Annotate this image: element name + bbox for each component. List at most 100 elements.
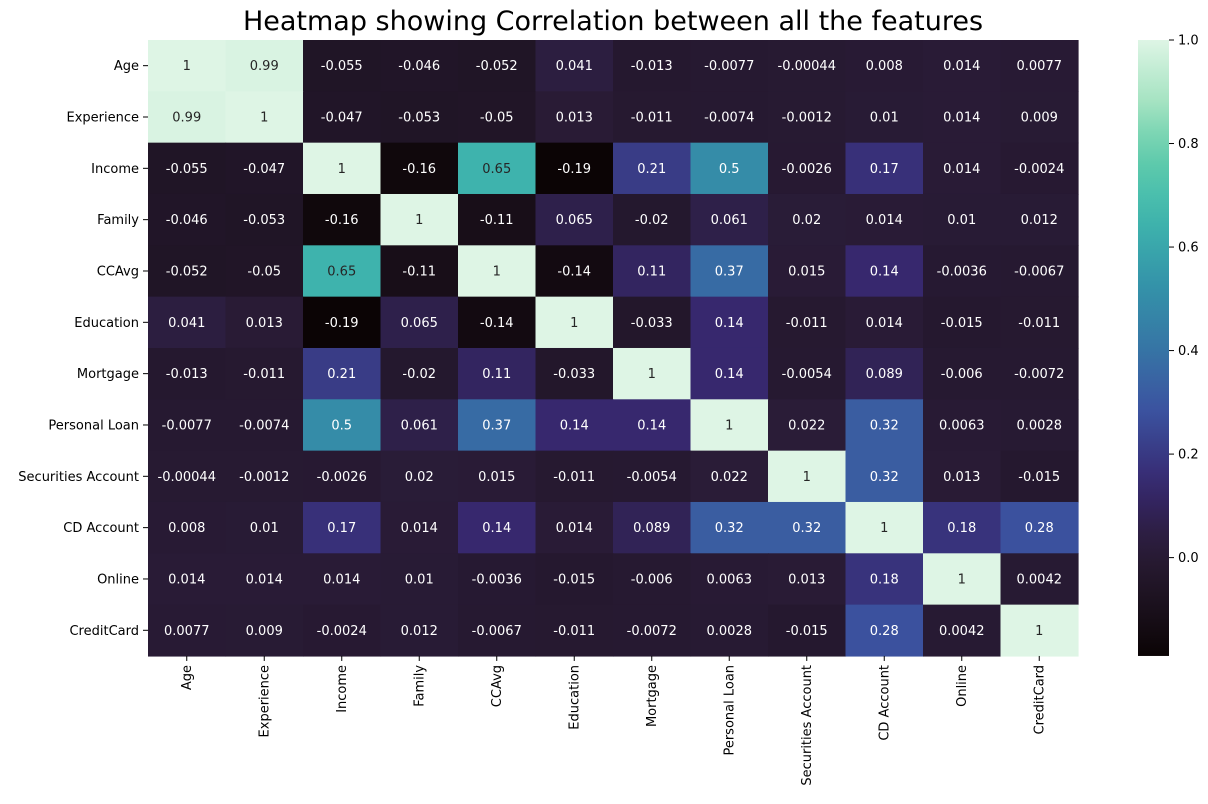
heatmap-cell-mortgage-age xyxy=(148,347,227,400)
cell-value-label: -0.0077 xyxy=(162,418,212,433)
cell-value-label: 0.21 xyxy=(637,162,666,177)
heatmap-cell-income-online xyxy=(923,142,1002,195)
heatmap-cell-family-age xyxy=(148,193,227,246)
cell-value-label: 0.01 xyxy=(405,572,434,587)
heatmap-cell-education-experience xyxy=(225,296,304,349)
cell-value-label: 0.014 xyxy=(323,572,360,587)
heatmap-cell-mortgage-family xyxy=(380,347,459,400)
heatmap-cell-ccavg-personal-loan xyxy=(690,245,769,298)
chart-title: Heatmap showing Correlation between all … xyxy=(242,6,984,37)
heatmap-cell-creditcard-online xyxy=(923,604,1002,657)
heatmap-cell-income-securities-account xyxy=(768,142,847,195)
cell-value-label: -0.046 xyxy=(166,213,208,228)
cell-value-label: -0.0024 xyxy=(1014,162,1064,177)
cell-value-label: 0.14 xyxy=(870,264,899,279)
cell-value-label: 0.01 xyxy=(870,110,899,125)
cell-value-label: 1 xyxy=(183,59,191,74)
heatmap-cell-personal-loan-online xyxy=(923,399,1002,452)
cell-value-label: 0.014 xyxy=(943,59,980,74)
cell-value-label: 0.0042 xyxy=(939,624,985,639)
cell-value-label: -0.0067 xyxy=(472,624,522,639)
cell-value-label: -0.14 xyxy=(480,316,514,331)
heatmap-cell-securities-account-income xyxy=(303,450,382,503)
heatmap-cell-ccavg-online xyxy=(923,245,1002,298)
cell-value-label: 0.061 xyxy=(401,418,438,433)
heatmap-cell-experience-education xyxy=(535,91,614,144)
cell-value-label: 0.11 xyxy=(637,264,666,279)
cell-value-label: 0.008 xyxy=(866,59,903,74)
cell-value-label: 1 xyxy=(880,521,888,536)
heatmap-cell-securities-account-education xyxy=(535,450,614,503)
heatmap-cell-cd-account-ccavg xyxy=(458,501,537,554)
heatmap-cell-ccavg-experience xyxy=(225,245,304,298)
heatmap-cell-securities-account-cd-account xyxy=(845,450,924,503)
cell-value-label: 0.065 xyxy=(556,213,593,228)
cell-value-label: 0.65 xyxy=(482,162,511,177)
heatmap-cell-ccavg-income xyxy=(303,245,382,298)
heatmap-cell-online-creditcard xyxy=(1000,553,1079,606)
cell-value-label: 0.013 xyxy=(943,470,980,485)
cell-value-label: -0.006 xyxy=(631,572,673,587)
heatmap-cell-creditcard-education xyxy=(535,604,614,657)
heatmap-cell-securities-account-mortgage xyxy=(613,450,692,503)
cell-value-label: 0.015 xyxy=(788,264,825,279)
cell-value-label: 0.014 xyxy=(246,572,283,587)
y-tick-label-cd-account: CD Account xyxy=(63,521,139,536)
heatmap-cell-securities-account-ccavg xyxy=(458,450,537,503)
colorbar-tick-label: 0.6 xyxy=(1178,241,1199,256)
cell-value-label: -0.0074 xyxy=(239,418,289,433)
cell-value-label: 0.012 xyxy=(1021,213,1058,228)
cell-value-label: 0.32 xyxy=(715,521,744,536)
cell-value-label: -0.052 xyxy=(476,59,518,74)
heatmap-cell-cd-account-income xyxy=(303,501,382,554)
heatmap-cell-creditcard-cd-account xyxy=(845,604,924,657)
cell-value-label: -0.046 xyxy=(398,59,440,74)
cell-value-label: -0.047 xyxy=(321,110,363,125)
heatmap-cell-online-experience xyxy=(225,553,304,606)
heatmap-cell-age-family xyxy=(380,40,459,92)
cell-value-label: 1 xyxy=(725,418,733,433)
heatmap-cell-ccavg-ccavg xyxy=(458,245,537,298)
heatmap-cell-personal-loan-securities-account xyxy=(768,399,847,452)
y-tick-label-income: Income xyxy=(91,162,139,177)
cell-value-label: -0.0074 xyxy=(704,110,754,125)
heatmap-cell-creditcard-age xyxy=(148,604,227,657)
x-tick-label-securities-account: Securities Account xyxy=(800,665,815,786)
x-tick-label-creditcard: CreditCard xyxy=(1033,665,1048,735)
heatmap-cell-family-ccavg xyxy=(458,193,537,246)
cell-value-label: -0.0036 xyxy=(472,572,522,587)
cell-value-label: 0.061 xyxy=(711,213,748,228)
cell-value-label: 0.14 xyxy=(560,418,589,433)
cell-value-label: 1 xyxy=(1035,624,1043,639)
cell-value-label: -0.011 xyxy=(1018,316,1060,331)
cell-value-label: 0.21 xyxy=(327,367,356,382)
heatmap-cell-securities-account-experience xyxy=(225,450,304,503)
heatmap-cell-age-mortgage xyxy=(613,40,692,92)
heatmap-cell-age-creditcard xyxy=(1000,40,1079,92)
cell-value-label: -0.015 xyxy=(941,316,983,331)
cell-value-label: 1 xyxy=(260,110,268,125)
heatmap-cell-personal-loan-age xyxy=(148,399,227,452)
cell-value-label: -0.05 xyxy=(247,264,281,279)
cell-value-label: 0.089 xyxy=(866,367,903,382)
cell-value-label: -0.033 xyxy=(553,367,595,382)
cell-value-label: 1 xyxy=(338,162,346,177)
heatmap-cell-mortgage-cd-account xyxy=(845,347,924,400)
cell-value-label: 0.17 xyxy=(870,162,899,177)
cell-value-label: -0.0012 xyxy=(782,110,832,125)
heatmap-cell-mortgage-mortgage xyxy=(613,347,692,400)
cell-value-label: -0.055 xyxy=(166,162,208,177)
cell-value-label: 0.0042 xyxy=(1017,572,1063,587)
cell-value-label: -0.006 xyxy=(941,367,983,382)
y-tick-label-personal-loan: Personal Loan xyxy=(48,418,139,433)
cell-value-label: 0.37 xyxy=(482,418,511,433)
heatmap-cell-securities-account-age xyxy=(148,450,227,503)
heatmap-cell-experience-personal-loan xyxy=(690,91,769,144)
heatmap-cell-personal-loan-income xyxy=(303,399,382,452)
cell-value-label: 0.14 xyxy=(715,316,744,331)
heatmap-cell-income-family xyxy=(380,142,459,195)
heatmap-cell-securities-account-securities-account xyxy=(768,450,847,503)
heatmap-cell-personal-loan-experience xyxy=(225,399,304,452)
cell-value-label: 1 xyxy=(958,572,966,587)
